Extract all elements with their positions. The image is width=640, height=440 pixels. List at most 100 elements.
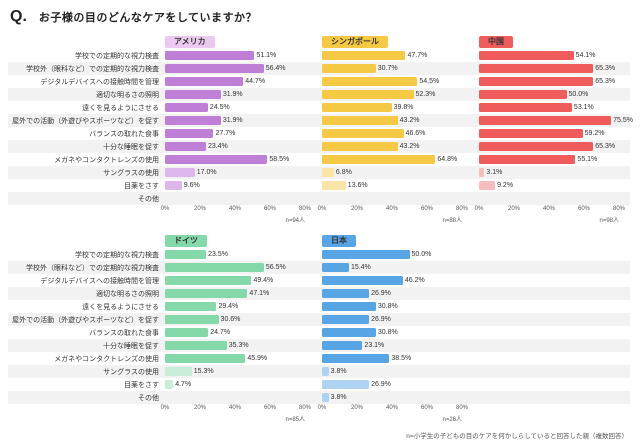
bar-value-label: 50.0% <box>411 251 432 258</box>
bar-cell: 26.9% <box>322 289 462 298</box>
bar-value-label: 55.1% <box>577 156 598 163</box>
bar <box>165 289 248 298</box>
chart-row: 目薬をさす 4.7% 26.9% <box>8 378 630 391</box>
bar-value-label: 9.6% <box>183 182 200 189</box>
bar <box>165 250 207 259</box>
x-axis: 0% 20% 40% 60% 80% <box>318 206 468 215</box>
bar-value-label: 31.9% <box>222 91 243 98</box>
category-label: 屋外での活動（外遊びやスポーツなど）を促す <box>12 316 159 324</box>
bar <box>165 64 264 73</box>
country-badge-cell: ドイツ <box>165 230 305 248</box>
chart-row: デジタルデバイスへの接触時間を管理 49.4% 46.2% <box>8 274 630 287</box>
chart-row: 十分な睡眠を促す 23.4% 43.2% 65.3% <box>8 140 630 153</box>
bar <box>479 116 612 125</box>
sample-size-label: n=26人 <box>442 417 462 423</box>
bar <box>479 103 572 112</box>
bar-cell: 3.8% <box>322 367 462 376</box>
bar-value-label: 65.3% <box>595 65 616 72</box>
bar <box>165 354 246 363</box>
category-label: 学校での定期的な視力検査 <box>75 52 159 60</box>
category-label: 遠くを見るようにさせる <box>82 303 159 311</box>
category-label: 適切な明るさの照明 <box>96 91 159 99</box>
bar <box>479 168 485 177</box>
bar-value-label: 39.8% <box>393 104 414 111</box>
bar-value-label: 30.8% <box>377 329 398 336</box>
bar <box>322 315 370 324</box>
bar-cell: 30.8% <box>322 302 462 311</box>
bar-cell: 47.1% <box>165 289 305 298</box>
bar-cell: 39.8% <box>322 103 462 112</box>
bar-cell: 9.2% <box>479 181 619 190</box>
x-axis-tick: 60% <box>420 206 434 212</box>
bar <box>165 302 217 311</box>
bar-value-label: 29.4% <box>218 303 239 310</box>
chart-row: メガネやコンタクトレンズの使用 45.9% 38.5% <box>8 352 630 365</box>
bar <box>165 276 252 285</box>
x-axis-tick: 80% <box>455 405 469 411</box>
bar-cell: 43.2% <box>322 142 462 151</box>
bar-cell: 13.6% <box>322 181 462 190</box>
bar-cell: 15.4% <box>322 263 462 272</box>
bar-value-label: 43.2% <box>399 117 420 124</box>
bar-value-label: 51.1% <box>256 52 277 59</box>
bar-cell: 3.8% <box>322 393 462 402</box>
x-axis-tick: 80% <box>298 206 312 212</box>
bar-cell: 26.9% <box>322 315 462 324</box>
bar <box>322 181 346 190</box>
bar-cell: 24.5% <box>165 103 305 112</box>
x-axis-tick: 0% <box>474 206 484 212</box>
bar-cell: 56.4% <box>165 64 305 73</box>
bar <box>322 367 329 376</box>
bar-value-label: 44.7% <box>245 78 266 85</box>
bar-value-label: 52.3% <box>415 91 436 98</box>
x-axis-tick: 20% <box>193 405 207 411</box>
bar <box>479 142 594 151</box>
bar-value-label: 30.8% <box>377 303 398 310</box>
bar-value-label: 38.5% <box>391 355 412 362</box>
category-label: デジタルデバイスへの接触時間を管理 <box>40 277 159 285</box>
category-label: バランスの取れた食事 <box>89 130 159 138</box>
question-mark-label: Q. <box>10 8 27 25</box>
bar-value-label: 45.9% <box>247 355 268 362</box>
bar <box>165 315 219 324</box>
bar <box>165 90 221 99</box>
bar <box>479 181 496 190</box>
chart-row: サングラスの使用 17.0% 6.8% 3.1% <box>8 166 630 179</box>
bar-cell: 31.9% <box>165 116 305 125</box>
category-label: その他 <box>138 195 159 203</box>
x-axis-tick: 20% <box>350 405 364 411</box>
bar-cell: 45.9% <box>165 354 305 363</box>
category-label: 目薬をさす <box>124 381 159 389</box>
bar-value-label: 46.6% <box>405 130 426 137</box>
chart-row: サングラスの使用 15.3% 3.8% <box>8 365 630 378</box>
bar-cell: 58.5% <box>165 155 305 164</box>
x-axis-tick: 0% <box>160 405 170 411</box>
bar <box>322 276 403 285</box>
bar-cell: 30.6% <box>165 315 305 324</box>
bar-value-label: 30.7% <box>377 65 398 72</box>
category-label: サングラスの使用 <box>103 169 159 177</box>
bar-value-label: 31.9% <box>222 117 243 124</box>
bar-value-label: 26.9% <box>371 290 391 297</box>
chart-row: デジタルデバイスへの接触時間を管理 44.7% 54.5% 65.3% <box>8 75 630 88</box>
x-axis-tick: 80% <box>455 206 469 212</box>
sample-size-row: n=85人 n=26人 <box>8 414 630 423</box>
chart-row: 学校での定期的な視力検査 51.1% 47.7% 54.1% <box>8 49 630 62</box>
x-axis-tick: 20% <box>193 206 207 212</box>
label-spacer <box>8 206 165 215</box>
bar-value-label: 24.7% <box>210 329 231 336</box>
bar-value-label: 54.1% <box>575 52 596 59</box>
bar <box>165 181 182 190</box>
bar <box>479 155 576 164</box>
x-axis-tick: 60% <box>263 405 277 411</box>
bar <box>165 142 206 151</box>
bar-cell: 38.5% <box>322 354 462 363</box>
category-label: その他 <box>138 394 159 402</box>
bar <box>165 341 227 350</box>
category-label: 学校外（眼科など）での定期的な視力検査 <box>26 65 159 73</box>
bar <box>165 155 268 164</box>
bar-value-label: 65.3% <box>595 143 616 150</box>
bar-value-label: 54.5% <box>419 78 440 85</box>
bar <box>322 51 406 60</box>
chart-row: 学校での定期的な視力検査 23.5% 50.0% <box>8 248 630 261</box>
